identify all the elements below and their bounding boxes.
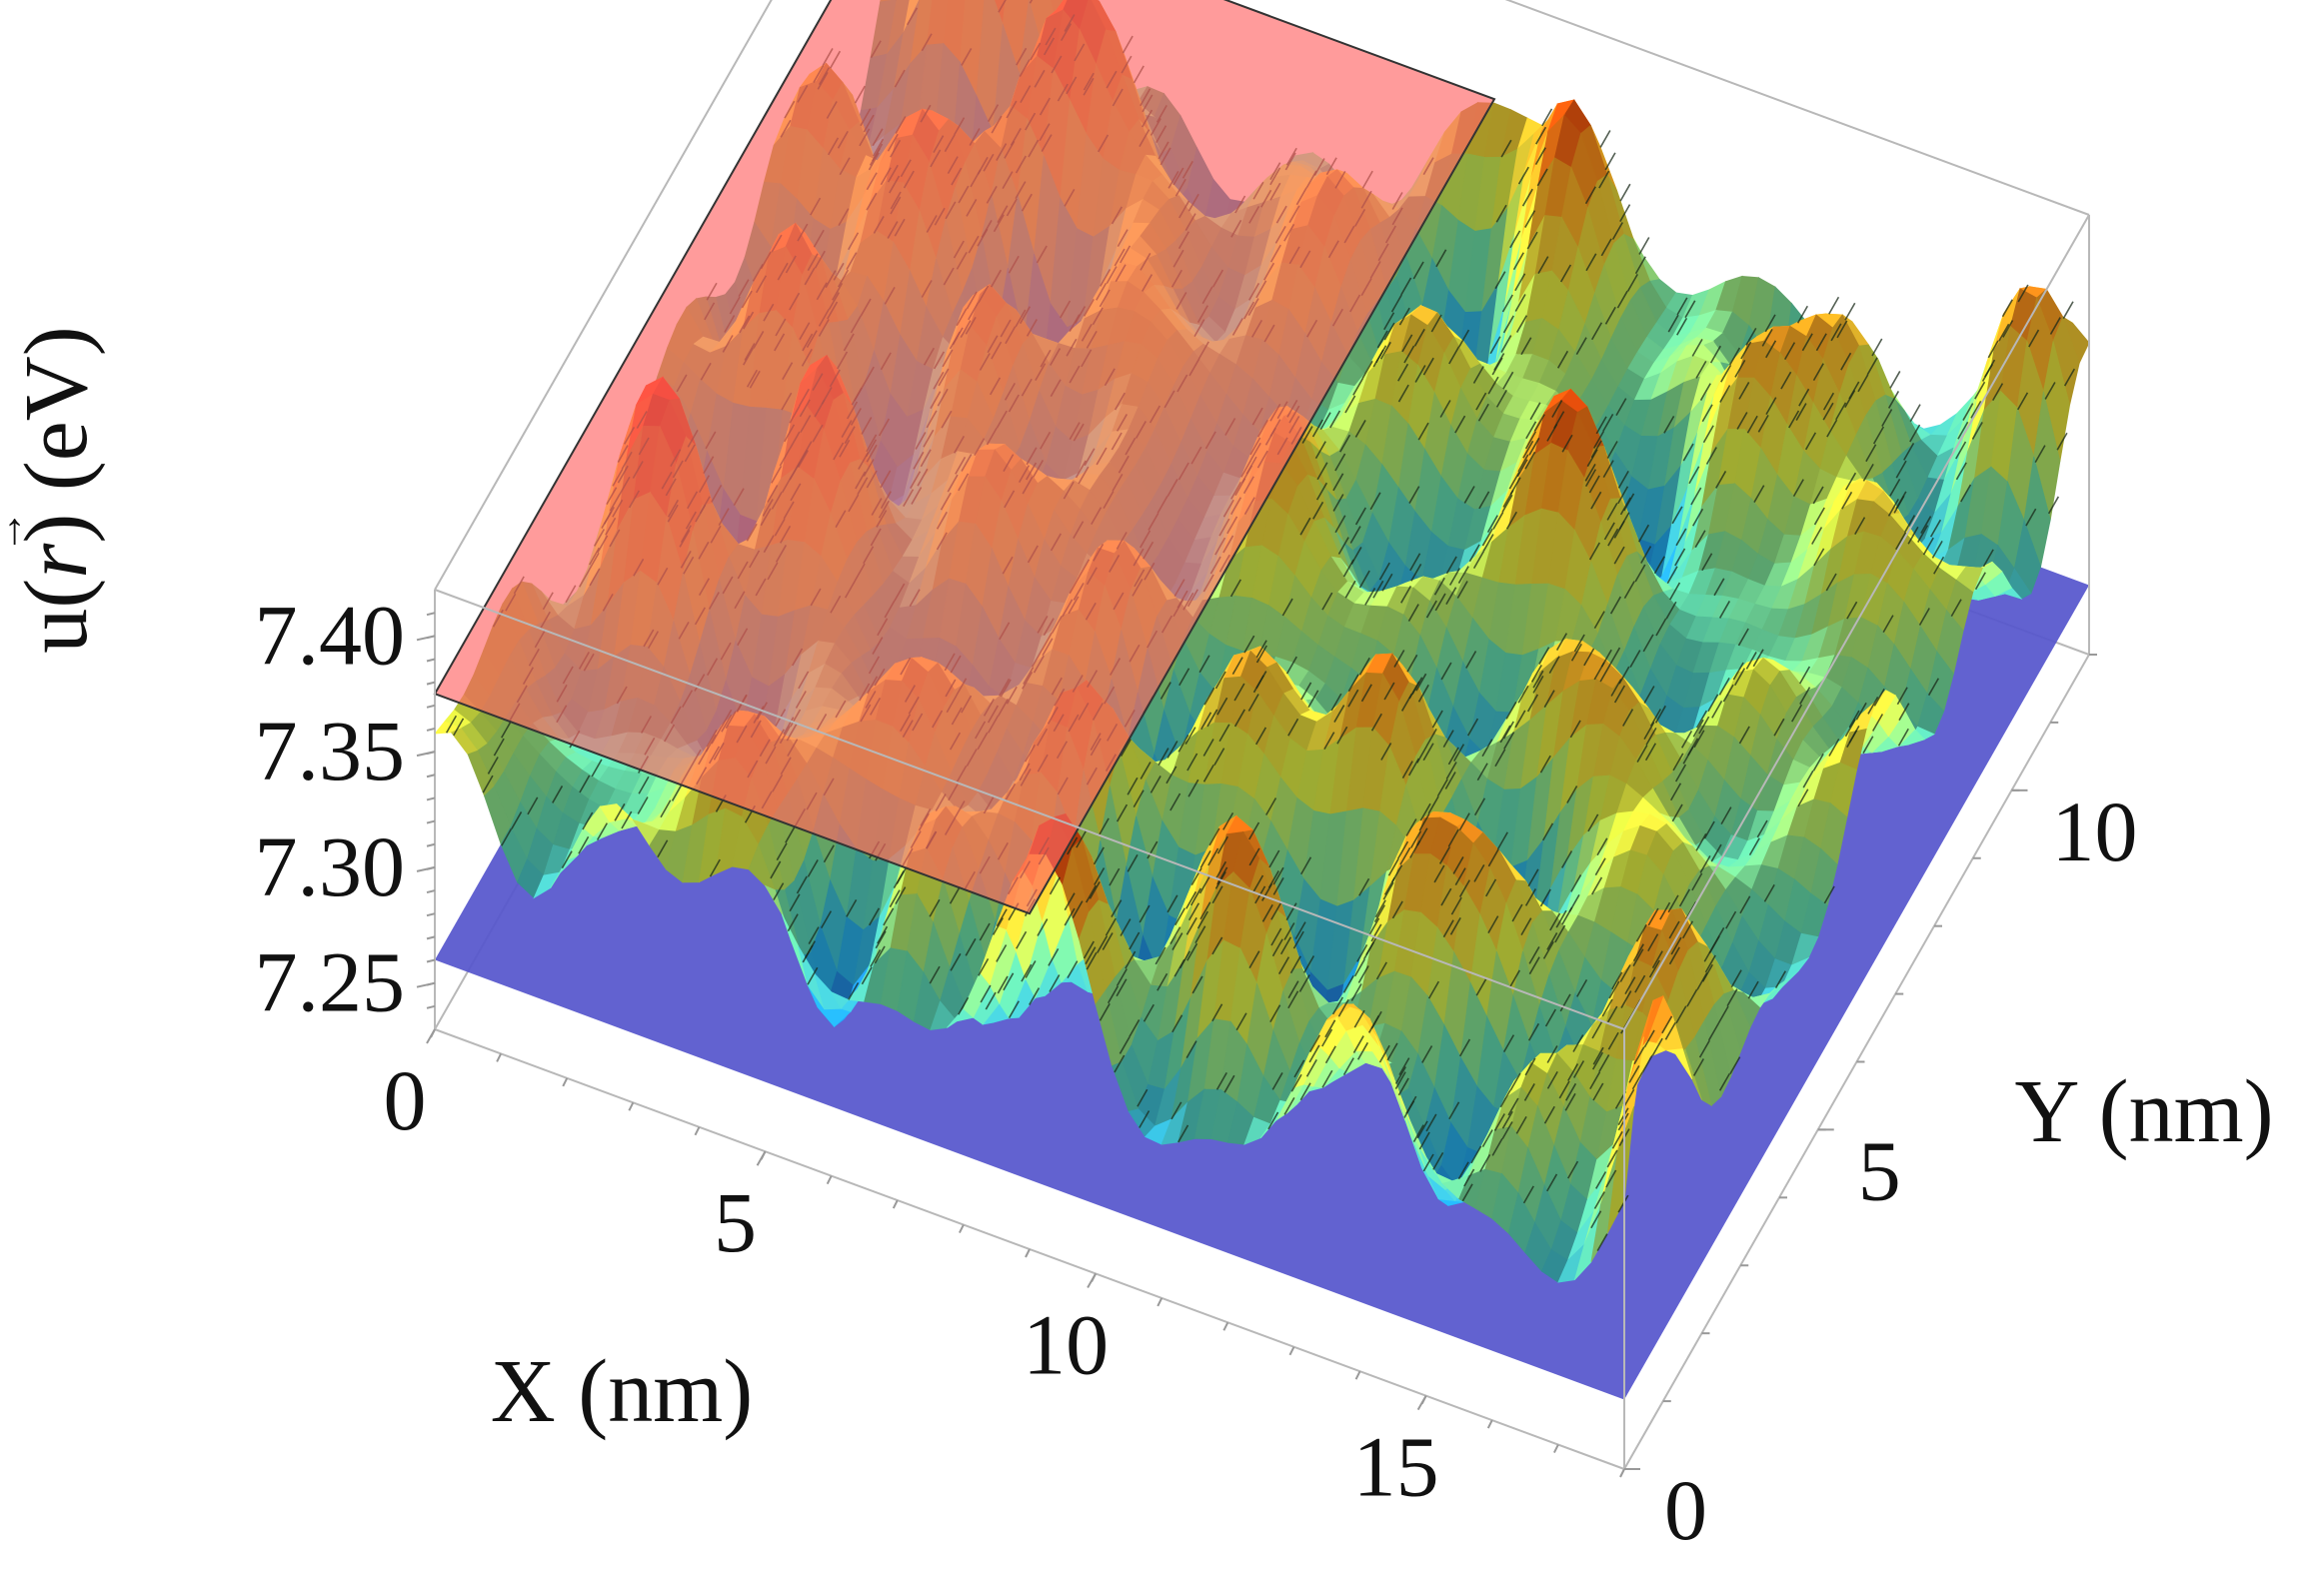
contour-segment	[1639, 237, 1649, 254]
contour-segment	[1605, 153, 1615, 170]
contour-segment	[1620, 184, 1630, 201]
contour-segment	[1600, 130, 1610, 147]
contour-segment	[1872, 339, 1882, 356]
contour-segment	[2063, 302, 2073, 319]
contour-segment	[1890, 371, 1900, 388]
contour-segment	[1845, 303, 1855, 320]
contour-segment	[1910, 405, 1920, 422]
contour-segment	[1829, 297, 1839, 314]
